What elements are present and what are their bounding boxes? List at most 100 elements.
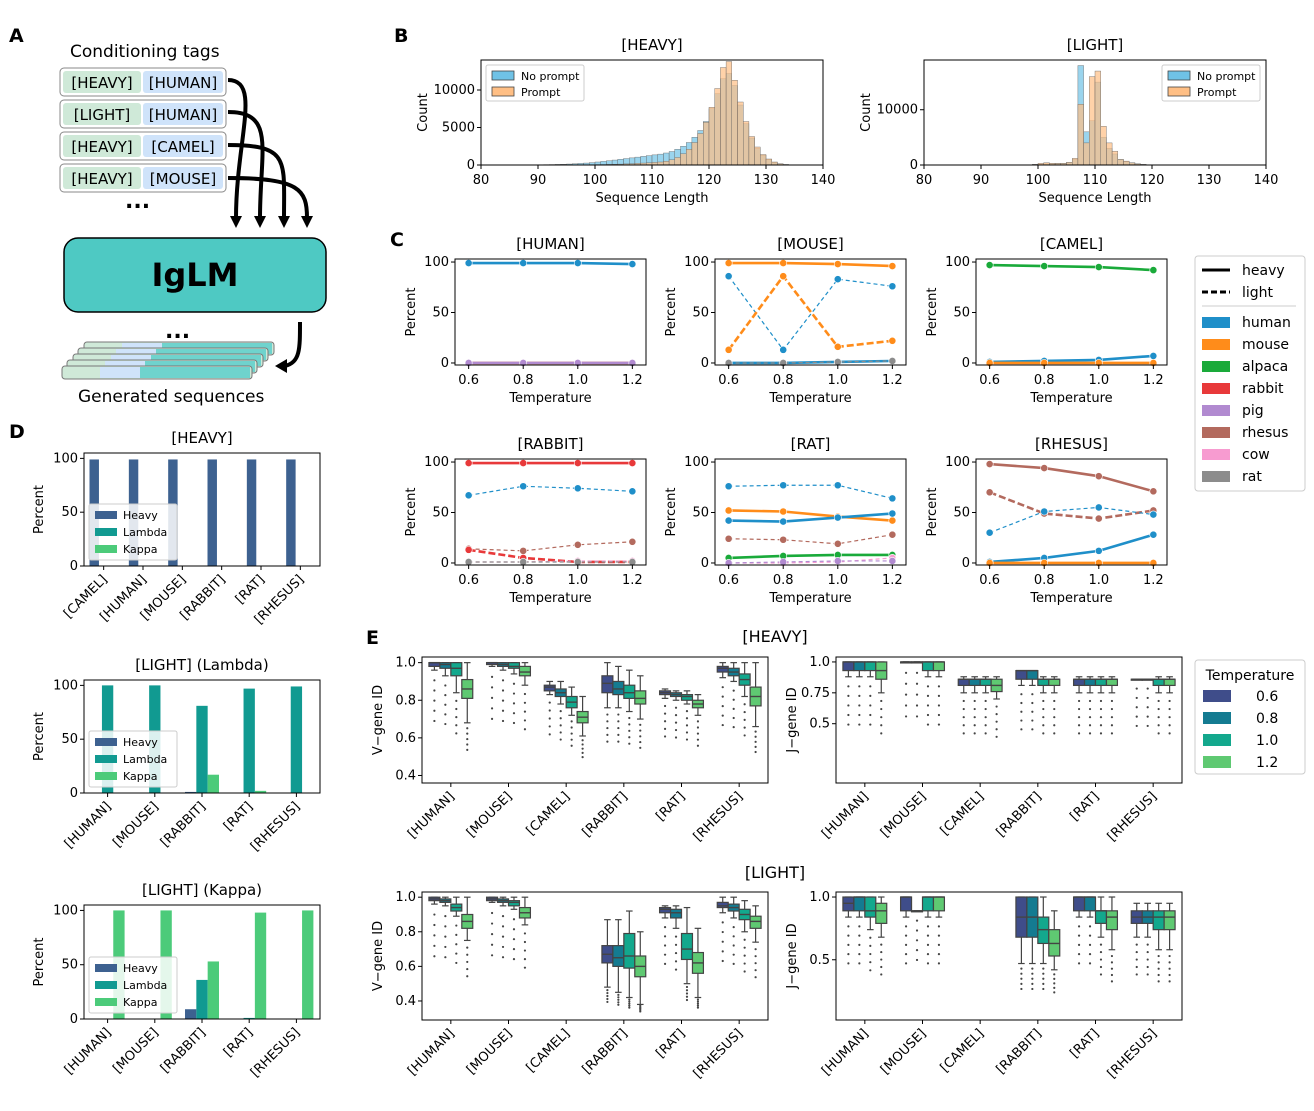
box-outlier [1088, 962, 1092, 965]
box-outlier [628, 1006, 631, 1009]
box-outlier [523, 701, 527, 704]
box-outlier [858, 925, 861, 928]
x-tick-label: [HUMAN] [819, 1026, 872, 1079]
box-outlier [696, 738, 700, 741]
box-outlier [1135, 724, 1138, 728]
arrow-heads [230, 216, 313, 373]
box-outlier [433, 944, 436, 947]
plot-frame [714, 458, 907, 566]
box-outlier [858, 953, 861, 956]
box-outlier [581, 739, 584, 742]
temperature-label: 0.6 [1256, 689, 1278, 705]
tag-chain: [HEAVY] [71, 74, 132, 92]
series-line-rhesus-light [468, 541, 633, 552]
box-outlier [869, 713, 872, 717]
y-tick-label: 0.5 [809, 717, 830, 732]
box-outlier [984, 732, 987, 735]
histogram-bar [691, 142, 698, 166]
data-point [888, 557, 897, 565]
box-outlier [548, 701, 551, 704]
box-outlier [490, 707, 494, 710]
box-outlier [732, 953, 735, 956]
plot-frame [835, 656, 1183, 784]
box-outlier [937, 943, 941, 946]
histogram-bar [663, 161, 670, 166]
data-point [573, 484, 582, 493]
box-outlier [663, 712, 667, 715]
box-outlier [995, 735, 998, 738]
box-outlier [466, 960, 469, 964]
box-outlier [880, 699, 883, 703]
panel-e-label: E [366, 627, 379, 649]
bar-kappa [207, 961, 219, 1019]
y-tick-label: 0.5 [809, 953, 830, 968]
histogram-B2: [LIGHT] 80 90 100 110 120 130 140 0 10000 Sequence… [859, 36, 1278, 206]
box-outlier [606, 997, 609, 1001]
box-outlier [501, 699, 505, 702]
temperature-swatch [1203, 756, 1231, 768]
box-outlier [490, 933, 494, 936]
legend-swatch [95, 981, 117, 989]
data-point [1040, 262, 1049, 270]
temperature-swatch [1203, 690, 1231, 702]
box-outlier [1168, 732, 1171, 735]
box-outlier [880, 973, 883, 976]
panel-e-section-heavy: [HEAVY] [742, 627, 807, 646]
box-outlier [639, 746, 642, 749]
data-point [779, 517, 788, 526]
histogram-bar [748, 136, 755, 166]
x-tick-label: [RAT] [1067, 789, 1102, 824]
panel-c-legend: heavy light human mouse alpaca rabbit pig rhe… [1194, 255, 1306, 492]
box-outlier [490, 943, 494, 946]
box-outlier [847, 943, 850, 946]
box-plot-E-LIGHT-J: [HUMAN] [MOUSE] [CAMEL] [RABBIT] [RAT] [RHESU… [785, 890, 1183, 1082]
box-outlier [754, 969, 757, 972]
box-outlier [1168, 699, 1171, 703]
box-outlier [1042, 967, 1045, 970]
arrows [227, 78, 309, 368]
box-outlier [617, 1003, 620, 1006]
box-outlier [937, 953, 941, 956]
bar-chart-D-LAMBDA: [LIGHT] (Lambda) [HUMAN][MOUSE][RABBIT] [R… [32, 656, 321, 855]
box-outlier [754, 955, 757, 958]
data-point [724, 482, 733, 491]
chart-title: [LIGHT] (Lambda) [135, 656, 268, 674]
x-tick-label: [RHESUS] [691, 789, 746, 844]
y-axis-label: Count [859, 93, 874, 132]
histogram-bar [1106, 142, 1113, 166]
y-tick-label: 0.8 [395, 925, 416, 940]
box [658, 906, 672, 914]
y-axis-label: V−gene ID [371, 921, 386, 991]
box-outlier [732, 707, 735, 710]
box-outlier [501, 945, 505, 949]
box-outlier [1146, 724, 1149, 728]
box [875, 902, 888, 924]
tag-chain: [LIGHT] [74, 106, 131, 124]
box [1083, 678, 1097, 687]
y-axis-label: J−gene ID [785, 687, 800, 753]
box-outlier [962, 724, 965, 727]
data-point [779, 272, 788, 281]
x-tick-label: 1.0 [827, 373, 848, 388]
box-outlier [433, 689, 436, 692]
box-outlier [937, 713, 941, 717]
y-tick-label: 1.0 [395, 656, 416, 671]
box [450, 662, 463, 677]
box-outlier [1031, 728, 1034, 731]
x-tick-label: [HUMAN] [819, 789, 872, 842]
x-tick-label: 80 [473, 173, 490, 188]
x-tick-label: [CAMEL] [938, 789, 987, 838]
tag-row: [LIGHT] [HUMAN] [59, 99, 227, 129]
plot-frame [975, 258, 1168, 366]
box-outlier [1110, 699, 1114, 703]
box-outlier [1157, 707, 1160, 711]
y-tick-label: 0 [701, 356, 709, 371]
box-outlier [606, 713, 609, 716]
box-outlier [847, 694, 850, 697]
box-outlier [1031, 982, 1034, 985]
legend-label-alpaca: alpaca [1242, 359, 1288, 375]
y-tick-label: 0 [910, 158, 918, 173]
box-outlier [904, 671, 908, 674]
box-outlier [743, 703, 746, 706]
box [669, 908, 683, 919]
